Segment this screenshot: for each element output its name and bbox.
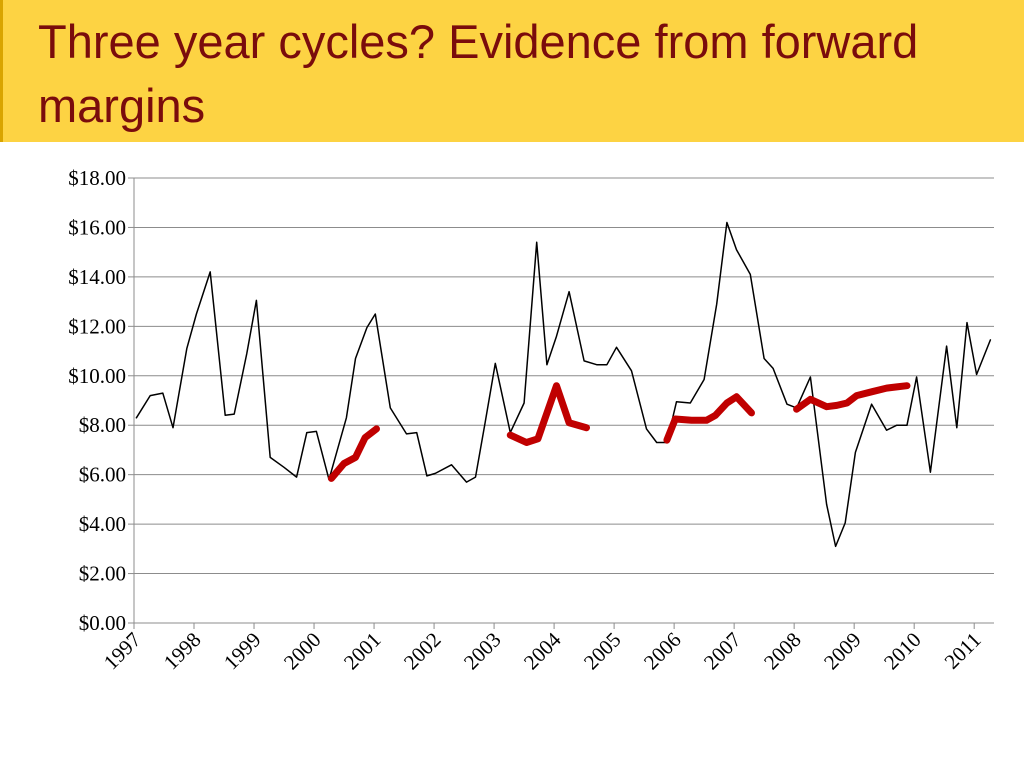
grid-lines bbox=[134, 177, 994, 575]
y-tick-label: $4.00 bbox=[79, 512, 126, 536]
y-tick-label: $12.00 bbox=[68, 314, 126, 338]
series-lines bbox=[135, 221, 992, 548]
x-tick-label: 2000 bbox=[279, 628, 326, 675]
y-tick-label: $10.00 bbox=[68, 364, 126, 388]
title-banner: Three year cycles? Evidence from forward… bbox=[0, 0, 1024, 142]
x-tick-label: 1998 bbox=[159, 628, 206, 675]
slide-title: Three year cycles? Evidence from forward… bbox=[38, 15, 919, 132]
y-tick-label: $14.00 bbox=[68, 265, 126, 289]
y-tick-label: $8.00 bbox=[79, 413, 126, 437]
x-axis-tick-labels: 1997 1998 1999 2000 2001 2002 2003 2004 2005 2006… bbox=[99, 627, 986, 674]
x-tick-label: 2002 bbox=[399, 628, 446, 675]
margin-series-line bbox=[135, 221, 992, 548]
x-tick-label: 2003 bbox=[459, 628, 506, 675]
forward-margin-segment-line bbox=[663, 393, 755, 444]
x-tick-label: 2010 bbox=[879, 628, 926, 675]
axes bbox=[128, 177, 994, 629]
y-tick-label: $2.00 bbox=[79, 562, 126, 586]
y-tick-label: $0.00 bbox=[79, 611, 126, 635]
forward-margin-segment-line bbox=[793, 382, 911, 413]
x-tick-label: 2005 bbox=[579, 628, 626, 675]
forward-margin-segment-line bbox=[327, 425, 380, 482]
y-tick-label: $18.00 bbox=[68, 166, 126, 190]
forward-margin-segment-line bbox=[506, 382, 590, 446]
line-chart: $0.00 $2.00 $4.00 $6.00 $8.00 $10.00 $12.00 $14… bbox=[68, 166, 994, 674]
y-tick-label: $6.00 bbox=[79, 463, 126, 487]
y-axis-tick-labels: $0.00 $2.00 $4.00 $6.00 $8.00 $10.00 $12.00 $14… bbox=[68, 166, 126, 635]
x-tick-label: 2011 bbox=[940, 628, 986, 674]
x-tick-label: 2008 bbox=[759, 628, 806, 675]
x-tick-label: 2006 bbox=[639, 628, 686, 675]
y-tick-label: $16.00 bbox=[68, 215, 126, 239]
x-tick-label: 2009 bbox=[819, 628, 866, 675]
x-tick-label: 1999 bbox=[219, 628, 266, 675]
x-tick-label: 2007 bbox=[699, 628, 746, 675]
x-tick-label: 2001 bbox=[339, 628, 386, 675]
x-tick-label: 2004 bbox=[519, 627, 566, 674]
